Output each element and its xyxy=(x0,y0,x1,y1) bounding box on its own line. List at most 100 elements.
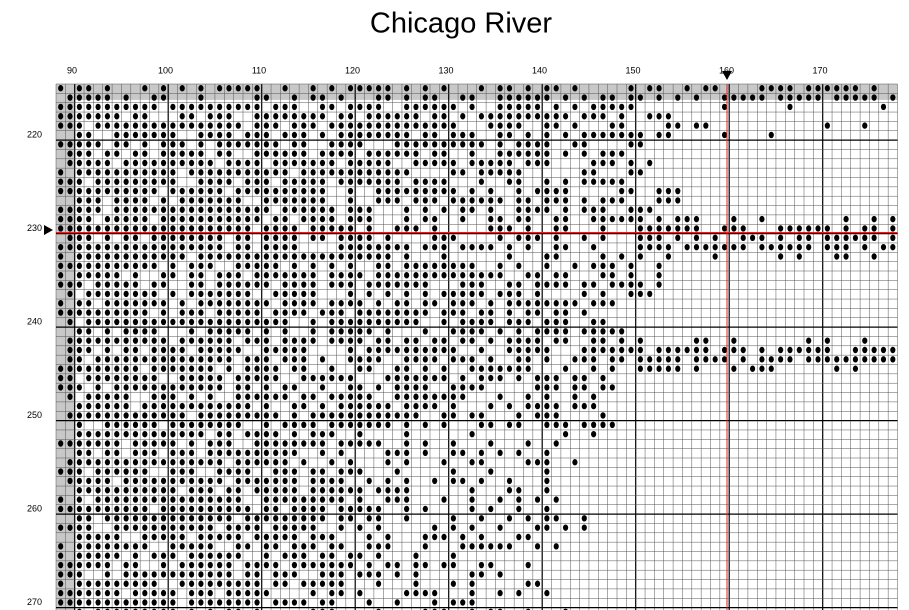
labels: 90 100 110 120 130 140 150 160 17022023024025026… xyxy=(27,65,828,607)
stitch xyxy=(104,430,111,438)
stitch xyxy=(301,281,307,288)
stitch xyxy=(516,141,522,148)
stitch xyxy=(207,206,213,213)
stitch xyxy=(245,178,251,185)
stitch xyxy=(198,178,204,185)
stitch xyxy=(310,524,316,531)
stitch xyxy=(375,94,382,101)
stitch xyxy=(581,328,587,335)
stitch xyxy=(76,356,82,363)
stitch xyxy=(385,113,391,120)
stitch xyxy=(310,337,316,344)
stitch xyxy=(637,215,643,223)
stitch xyxy=(450,580,456,587)
stitch xyxy=(310,262,316,270)
stitch xyxy=(385,85,391,92)
stitch xyxy=(188,374,195,382)
stitch xyxy=(329,571,335,578)
stitch xyxy=(862,346,868,354)
stitch xyxy=(572,393,578,400)
stitch xyxy=(441,393,447,400)
stitch xyxy=(76,122,82,129)
stitch xyxy=(132,468,139,475)
stitch xyxy=(179,150,185,157)
stitch xyxy=(291,384,298,391)
stitch xyxy=(385,169,391,176)
stitch xyxy=(95,225,101,232)
stitch xyxy=(581,150,587,157)
stitch xyxy=(179,103,185,111)
stitch xyxy=(179,243,185,251)
stitch xyxy=(217,505,223,513)
stitch xyxy=(366,346,372,354)
stitch xyxy=(693,225,700,232)
stitch xyxy=(460,215,466,223)
stitch xyxy=(151,178,157,185)
stitch xyxy=(198,543,204,550)
stitch xyxy=(385,318,391,326)
stitch xyxy=(516,290,522,298)
stitch xyxy=(806,234,812,242)
stitch xyxy=(796,94,802,101)
stitch xyxy=(170,141,176,148)
stitch xyxy=(132,122,139,129)
stitch xyxy=(422,215,428,223)
stitch xyxy=(516,281,522,288)
stitch xyxy=(245,430,251,438)
stitch xyxy=(404,113,410,120)
stitch xyxy=(581,178,587,185)
stitch xyxy=(217,272,223,279)
stitch xyxy=(366,515,372,522)
column-label: 90 xyxy=(67,65,77,75)
stitch xyxy=(721,131,728,139)
stitch xyxy=(347,459,354,466)
stitch xyxy=(544,159,550,167)
stitch xyxy=(273,187,279,195)
stitch xyxy=(544,318,550,326)
stitch xyxy=(497,169,503,176)
stitch xyxy=(329,459,335,466)
stitch xyxy=(198,243,204,251)
stitch xyxy=(151,234,157,242)
stitch xyxy=(497,215,503,223)
stitch xyxy=(394,300,400,307)
stitch xyxy=(375,122,382,129)
stitch xyxy=(432,234,438,242)
stitch xyxy=(394,318,400,326)
stitch xyxy=(329,365,335,372)
stitch xyxy=(544,346,550,354)
stitch xyxy=(142,374,148,382)
stitch xyxy=(366,206,372,213)
stitch xyxy=(469,281,475,288)
stitch xyxy=(104,477,111,485)
stitch xyxy=(347,318,354,326)
stitch xyxy=(226,505,232,513)
stitch xyxy=(329,599,335,606)
stitch xyxy=(357,524,363,531)
stitch xyxy=(506,113,513,120)
stitch xyxy=(478,243,485,251)
stitch xyxy=(254,206,260,213)
stitch xyxy=(179,384,185,391)
stitch xyxy=(188,309,195,316)
stitch xyxy=(637,346,643,354)
stitch xyxy=(609,178,615,185)
stitch xyxy=(226,103,232,111)
stitch xyxy=(591,328,597,335)
stitch xyxy=(179,430,185,438)
stitch xyxy=(142,206,148,213)
stitch xyxy=(347,393,354,400)
stitch xyxy=(86,300,92,307)
stitch xyxy=(160,159,167,167)
stitch xyxy=(497,290,503,298)
stitch xyxy=(759,85,765,92)
stitch xyxy=(497,374,503,382)
stitch xyxy=(67,141,73,148)
stitch xyxy=(123,459,129,466)
stitch xyxy=(375,187,382,195)
stitch xyxy=(86,459,92,466)
stitch xyxy=(95,374,101,382)
stitch xyxy=(123,421,129,429)
stitch xyxy=(123,374,129,382)
stitch xyxy=(301,187,307,195)
